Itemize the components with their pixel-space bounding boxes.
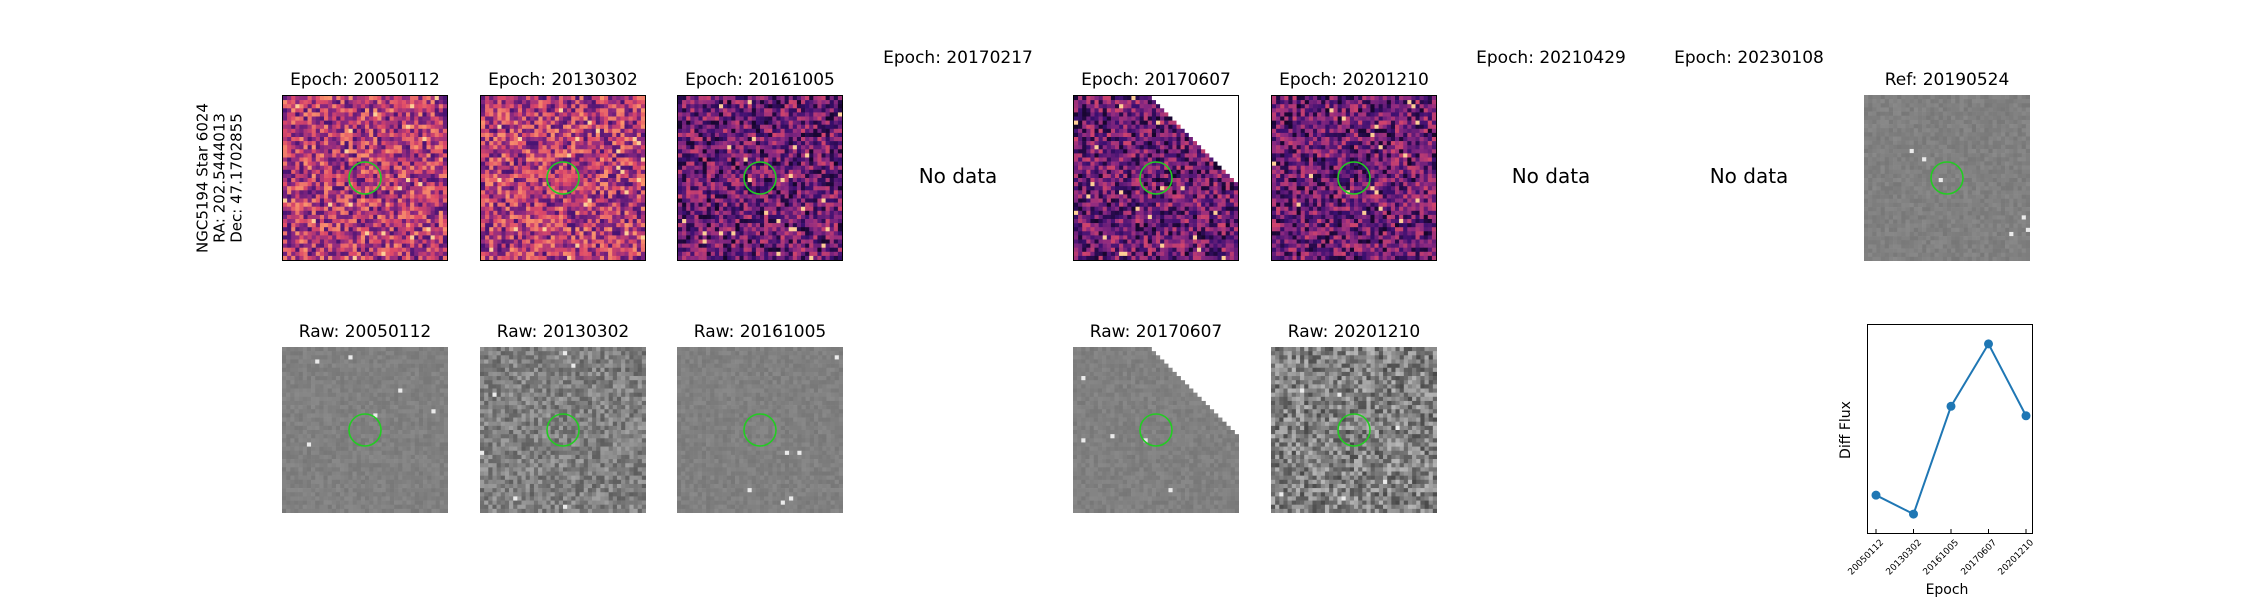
x-tick-label: 20050112 — [1846, 538, 1887, 578]
star-name: NGC5194 Star 6024 — [193, 103, 212, 253]
diff-image-20201210 — [1271, 95, 1437, 261]
star-ra: RA: 202.5444013 — [210, 113, 229, 243]
x-axis-label: Epoch — [1925, 582, 1969, 598]
raw-image-canvas — [1073, 347, 1239, 513]
diff-image-canvas — [1074, 96, 1238, 260]
diff-title-1: Epoch: 20050112 — [290, 70, 440, 90]
raw-image-20201210 — [1271, 347, 1437, 513]
raw-title-3: Raw: 20161005 — [693, 322, 827, 342]
target-circle — [1930, 161, 1964, 195]
target-circle — [743, 161, 777, 195]
x-tick-label: 20201210 — [1996, 538, 2037, 578]
data-point — [1871, 490, 1881, 500]
data-point — [1984, 339, 1993, 349]
target-circle — [743, 413, 777, 447]
target-circle — [348, 413, 382, 447]
raw-title-1: Raw: 20050112 — [298, 322, 432, 342]
target-circle — [1139, 413, 1173, 447]
x-tick-label: 20170607 — [1959, 538, 1999, 578]
raw-image-20170607 — [1073, 347, 1239, 513]
series-line — [1875, 341, 2027, 516]
data-point — [1909, 509, 1918, 519]
raw-title-4: Raw: 20170607 — [1089, 322, 1223, 342]
no-data-20210429: No data — [1511, 164, 1591, 188]
target-circle — [546, 413, 580, 447]
ref-title: Ref: 20190524 — [1884, 70, 2010, 90]
light-curve-svg — [1871, 339, 2031, 533]
diff-image-20130302 — [480, 95, 646, 261]
x-tick-label: 20161005 — [1921, 538, 1962, 578]
diff-image-20161005 — [677, 95, 843, 261]
raw-image-20050112 — [282, 347, 448, 513]
light-curve-plot — [1867, 324, 2033, 534]
no-data-20230108: No data — [1709, 164, 1789, 188]
diff-title-3: Epoch: 20161005 — [685, 70, 835, 90]
target-circle — [1337, 413, 1371, 447]
ref-image-20190524 — [1864, 95, 2030, 261]
raw-image-canvas — [677, 347, 843, 513]
no-data-20170217: No data — [918, 164, 998, 188]
target-circle — [1337, 161, 1371, 195]
diff-title-2: Epoch: 20130302 — [488, 70, 638, 90]
diff-title-5: Epoch: 20170607 — [1081, 70, 1231, 90]
ref-image-canvas — [1864, 95, 2030, 261]
diff-image-20050112 — [282, 95, 448, 261]
data-point — [2021, 411, 2031, 421]
raw-title-5: Raw: 20201210 — [1287, 322, 1421, 342]
y-axis-label: Diff Flux — [1838, 401, 1854, 459]
x-tick-label: 20130302 — [1884, 538, 1924, 578]
diff-image-canvas — [481, 96, 645, 260]
diff-image-canvas — [1272, 96, 1436, 260]
target-circle — [1139, 161, 1173, 195]
diff-title-8: Epoch: 20230108 — [1674, 48, 1824, 68]
diff-title-7: Epoch: 20210429 — [1476, 48, 1626, 68]
data-point — [1946, 401, 1956, 411]
diff-image-20170607 — [1073, 95, 1239, 261]
target-circle — [348, 161, 382, 195]
raw-image-20130302 — [480, 347, 646, 513]
diff-image-canvas — [678, 96, 842, 260]
raw-image-canvas — [1271, 347, 1437, 513]
diff-title-4: Epoch: 20170217 — [883, 48, 1033, 68]
diff-title-6: Epoch: 20201210 — [1279, 70, 1429, 90]
diff-image-canvas — [283, 96, 447, 260]
raw-title-2: Raw: 20130302 — [496, 322, 630, 342]
star-info-label: NGC5194 Star 6024 RA: 202.5444013 Dec: 4… — [193, 103, 246, 253]
star-dec: Dec: 47.1702855 — [227, 113, 246, 243]
raw-image-canvas — [480, 347, 646, 513]
target-circle — [546, 161, 580, 195]
raw-image-canvas — [282, 347, 448, 513]
raw-image-20161005 — [677, 347, 843, 513]
